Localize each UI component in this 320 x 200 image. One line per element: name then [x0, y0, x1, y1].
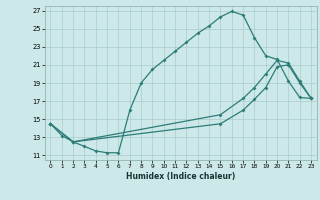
X-axis label: Humidex (Indice chaleur): Humidex (Indice chaleur): [126, 172, 236, 181]
